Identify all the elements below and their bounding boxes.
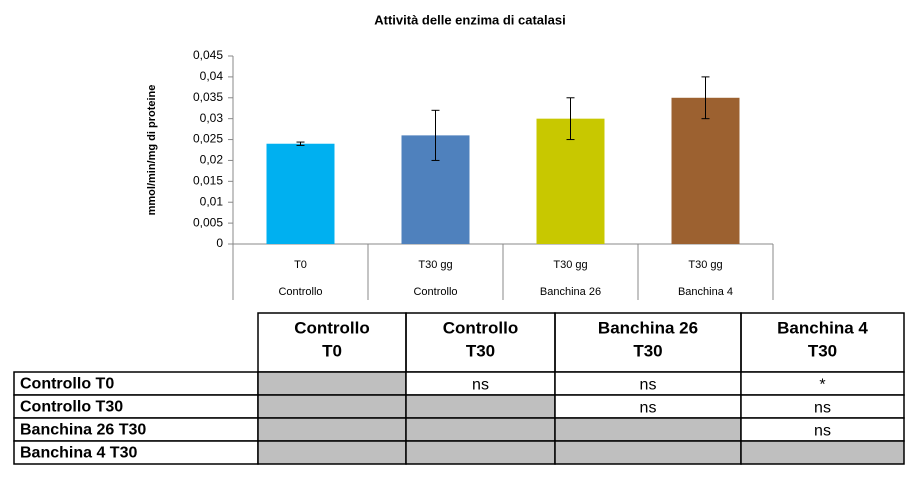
- error-bar: [296, 141, 305, 146]
- x-group-label: Controllo: [278, 286, 322, 298]
- chart-title: Attività delle enzima di catalasi: [374, 12, 565, 27]
- column-header: T0: [322, 341, 342, 360]
- table-cell: [405, 417, 556, 442]
- column-header: Banchina 26: [598, 318, 698, 337]
- table-cell: [405, 394, 556, 419]
- y-tick-label: 0,03: [200, 111, 224, 125]
- cell-value: ns: [640, 400, 657, 417]
- bar: [266, 143, 335, 244]
- x-group-label: Controllo: [413, 286, 457, 298]
- x-group-label: Banchina 4: [678, 286, 733, 298]
- table-cell: [740, 440, 905, 465]
- y-tick-label: 0,025: [193, 132, 223, 146]
- cell-value: ns: [814, 400, 831, 417]
- x-tick-label: T30 gg: [688, 259, 722, 271]
- column-header: T30: [633, 341, 662, 360]
- cell-value: ns: [472, 377, 489, 394]
- row-header: Controllo T0: [20, 376, 114, 393]
- error-bar: [566, 97, 575, 141]
- bar: [671, 97, 740, 245]
- table-cell: [554, 440, 742, 465]
- row-header: Banchina 4 T30: [20, 445, 137, 462]
- y-tick-label: 0,045: [193, 48, 223, 62]
- cell-value: ns: [640, 377, 657, 394]
- table-cell: [405, 440, 556, 465]
- column-header: Controllo: [294, 318, 370, 337]
- x-group-label: Banchina 26: [540, 286, 601, 298]
- table-cell: [257, 394, 407, 419]
- y-tick-label: 0,035: [193, 90, 223, 104]
- y-tick-label: 0,02: [200, 153, 224, 167]
- row-header: Banchina 26 T30: [20, 422, 146, 439]
- y-tick-label: 0,04: [200, 69, 224, 83]
- x-tick-label: T30 gg: [553, 259, 587, 271]
- table-cell: [554, 417, 742, 442]
- error-bar: [701, 76, 710, 120]
- cell-value: *: [819, 377, 825, 394]
- column-header: T30: [466, 341, 495, 360]
- y-tick-label: 0: [216, 236, 223, 250]
- x-tick-label: T0: [294, 259, 307, 271]
- row-header: Controllo T30: [20, 399, 123, 416]
- y-tick-label: 0,015: [193, 174, 223, 188]
- table-cell: [257, 440, 407, 465]
- column-header: Controllo: [443, 318, 519, 337]
- column-header: Banchina 4: [777, 318, 868, 337]
- y-axis-label: mmol/min/mg di proteine: [146, 85, 158, 216]
- x-tick-label: T30 gg: [418, 259, 452, 271]
- y-tick-label: 0,005: [193, 215, 223, 229]
- table-cell: [257, 417, 407, 442]
- y-tick-label: 0,01: [200, 194, 224, 208]
- cell-value: ns: [814, 423, 831, 440]
- error-bar: [431, 109, 440, 161]
- column-header: T30: [808, 341, 837, 360]
- table-cell: [257, 371, 407, 396]
